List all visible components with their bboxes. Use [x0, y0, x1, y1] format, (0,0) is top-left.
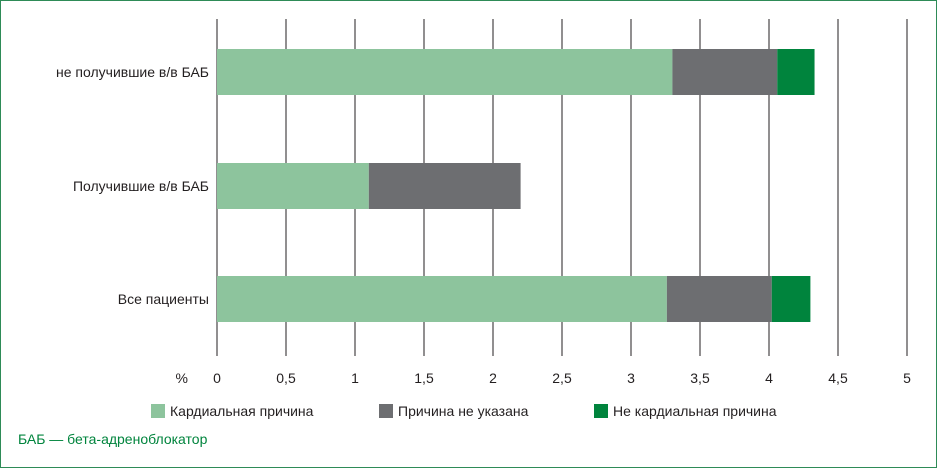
legend-swatch	[379, 404, 393, 418]
category-labels: не получившие в/в БАБ Получившие в/в БАБ В…	[56, 64, 209, 307]
legend-label: Причина не указана	[398, 403, 529, 419]
legend: Кардиальная причина Причина не указана Не …	[151, 403, 777, 419]
category-label: не получившие в/в БАБ	[56, 64, 209, 80]
footnote: БАБ — бета-адреноблокатор	[18, 431, 208, 447]
x-tick-label: 0,5	[276, 370, 296, 386]
legend-label: Кардиальная причина	[170, 403, 314, 419]
x-tick-label: 3	[627, 370, 635, 386]
x-tick-label: 0	[213, 370, 221, 386]
bar-segment	[777, 49, 815, 95]
x-tick-labels: 0 0,5 1 1,5 2 2,5 3 3,5 4 4,5 5	[213, 370, 911, 386]
bar-segment	[217, 276, 667, 322]
x-tick-label: 2,5	[552, 370, 572, 386]
legend-swatch	[594, 404, 608, 418]
bar-segment	[217, 49, 673, 95]
x-tick-label: 5	[903, 370, 911, 386]
x-axis-unit-label: %	[176, 370, 188, 386]
x-tick-label: 4,5	[828, 370, 848, 386]
bar-segment	[672, 49, 778, 95]
x-tick-label: 1	[351, 370, 359, 386]
legend-label: Не кардиальная причина	[613, 403, 777, 419]
x-tick-label: 1,5	[414, 370, 434, 386]
category-label: Все пациенты	[118, 291, 209, 307]
category-label: Получившие в/в БАБ	[73, 178, 209, 194]
x-tick-label: 2	[489, 370, 497, 386]
bar-segment	[666, 276, 772, 322]
bar-layer	[217, 49, 815, 322]
bar-segment	[217, 163, 369, 209]
x-tick-label: 4	[765, 370, 773, 386]
bar-segment	[771, 276, 811, 322]
bar-segment	[368, 163, 521, 209]
x-tick-label: 3,5	[690, 370, 710, 386]
legend-swatch	[151, 404, 165, 418]
